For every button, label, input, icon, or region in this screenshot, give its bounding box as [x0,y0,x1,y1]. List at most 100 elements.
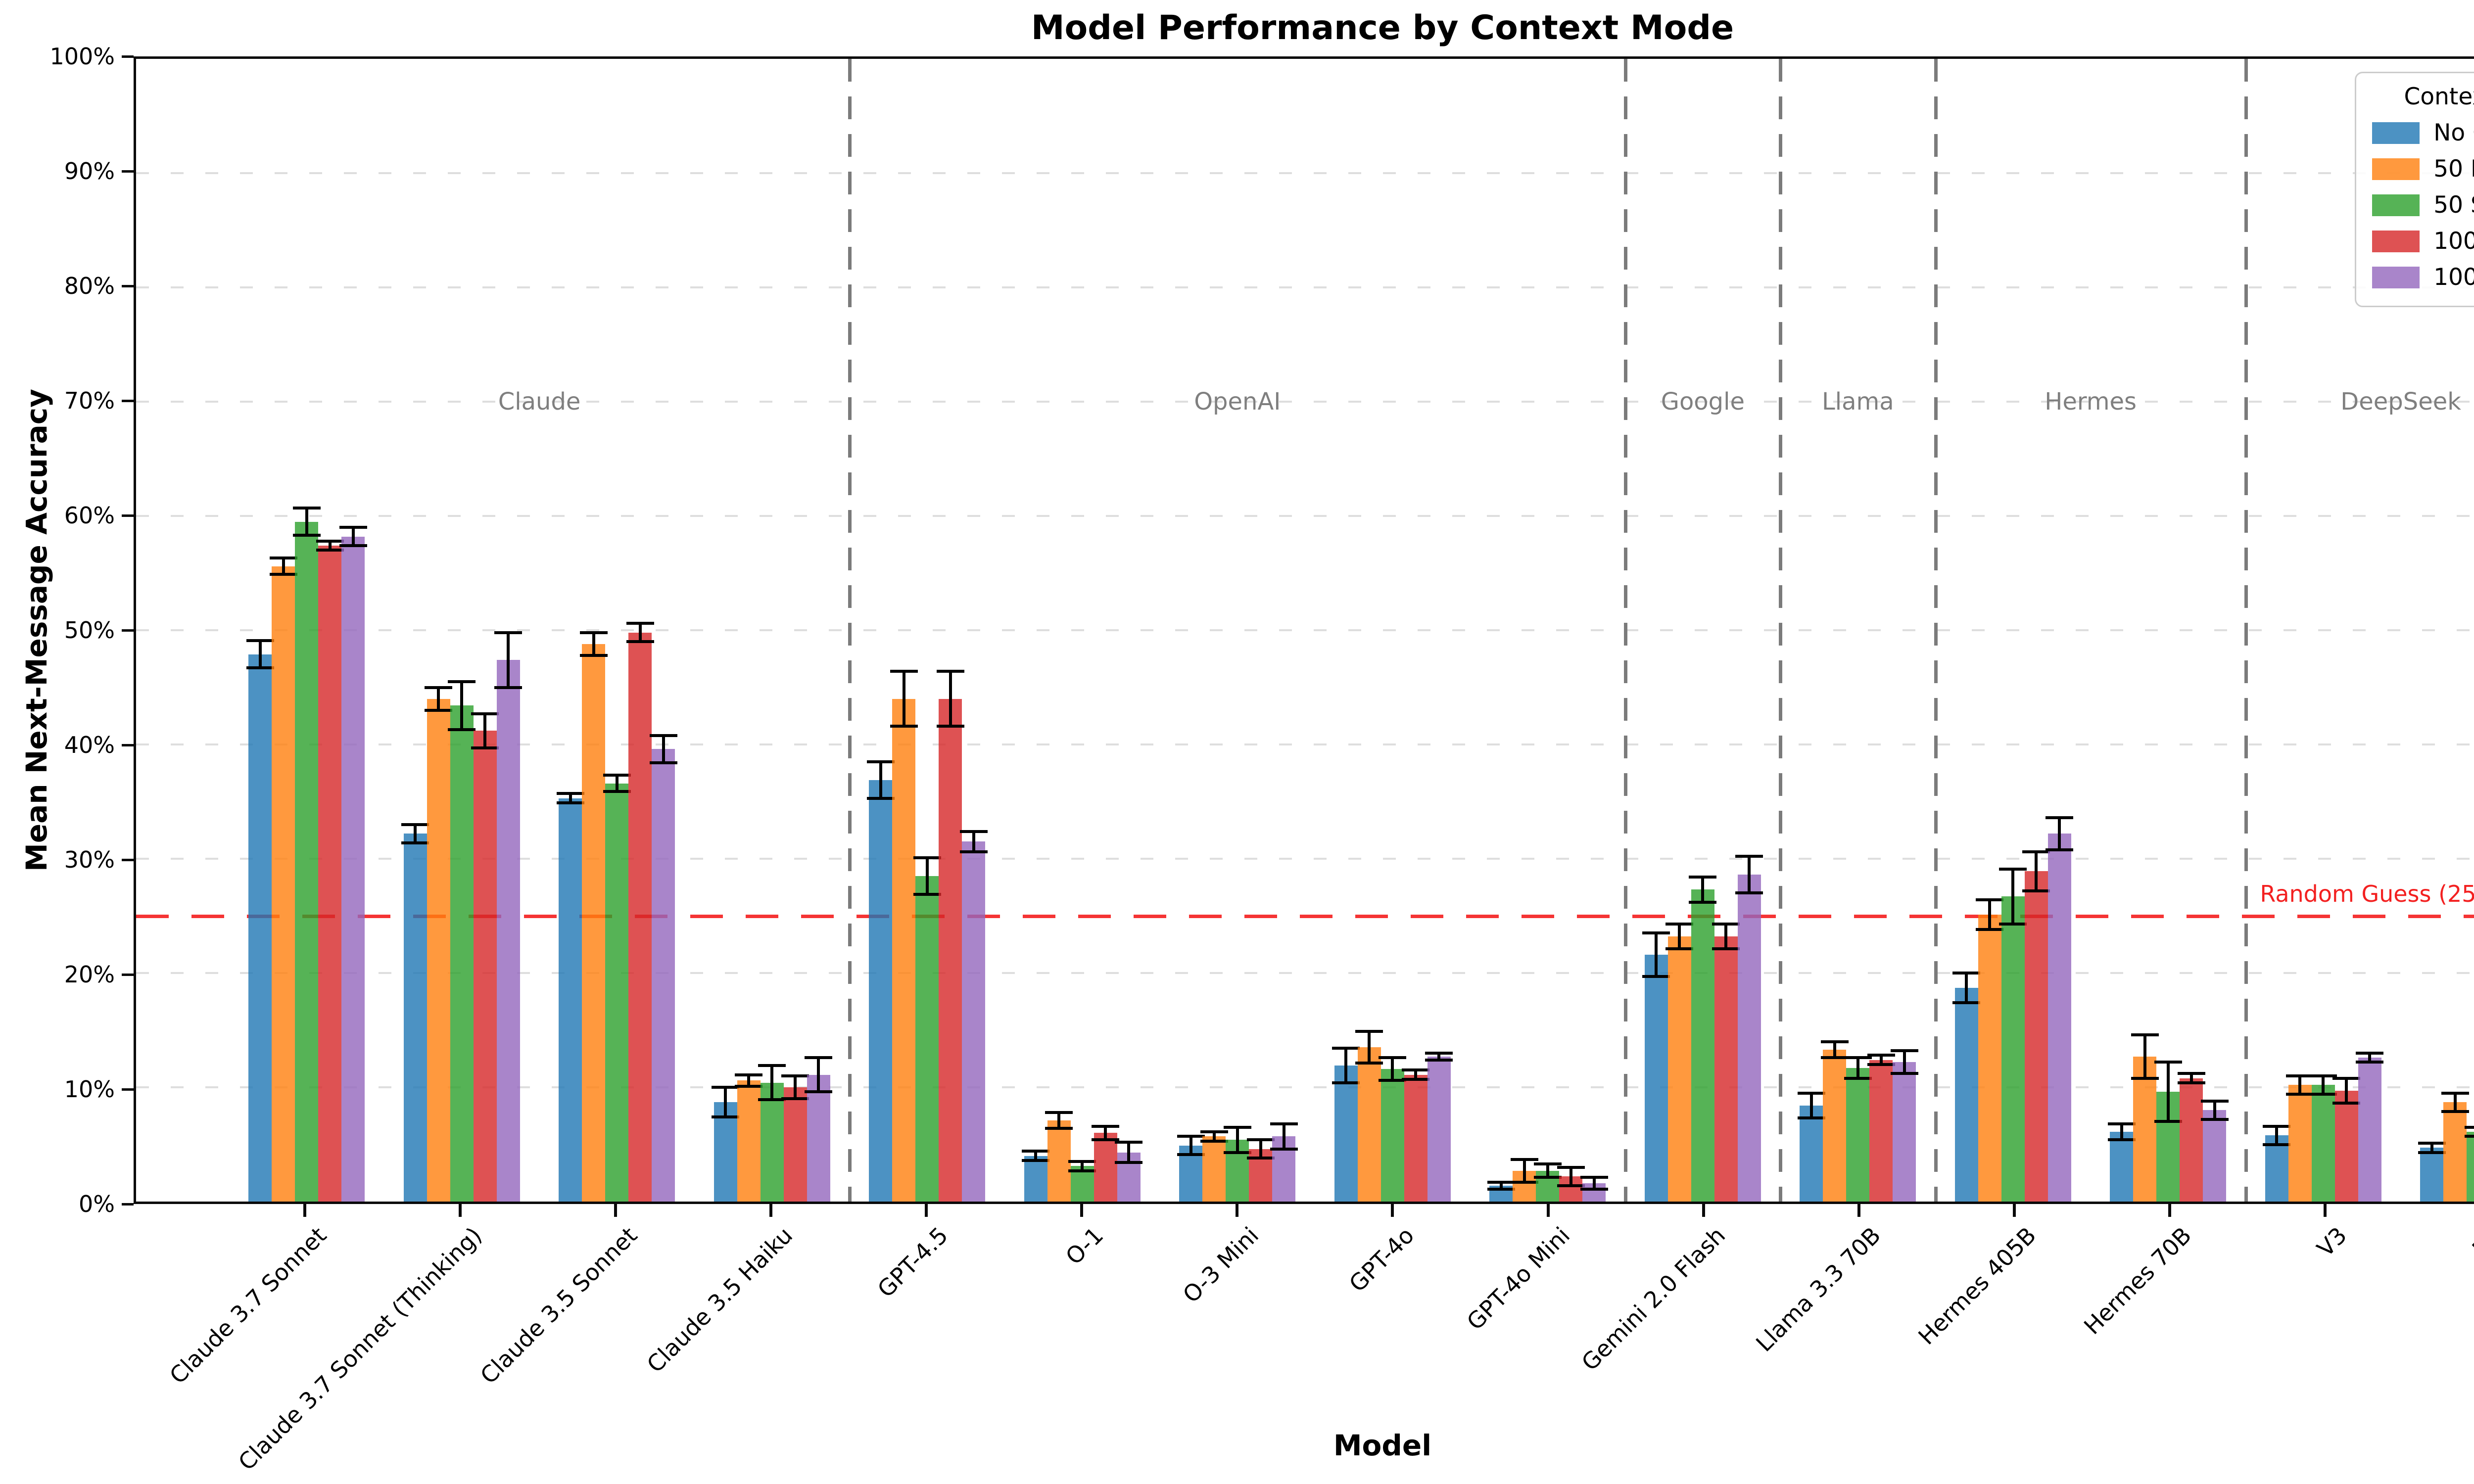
error-bar-cap [1890,1049,1918,1053]
error-bar-cap [2154,1061,2182,1064]
y-tick-mark [122,744,134,746]
error-bar [1414,1070,1418,1079]
error-bar [1678,924,1681,949]
x-tick-mark [1857,1204,1860,1217]
x-tick-label: GPT-4.5 [872,1222,953,1303]
error-bar-cap [1976,928,2004,931]
error-bar-cap [1045,1111,1073,1114]
error-bar [592,632,595,655]
error-bar [2453,1093,2457,1112]
error-bar [2298,1075,2302,1094]
error-bar-cap [316,549,344,552]
x-tick-mark [2324,1204,2327,1217]
error-bar-cap [1844,1076,1872,1080]
x-tick-mark [614,1204,617,1217]
error-bar [638,623,642,642]
error-bar-cap [1223,1125,1251,1129]
error-bar-cap [2286,1074,2314,1077]
group-divider [1934,59,1938,1202]
bar [403,834,427,1202]
error-bar-cap [1200,1139,1228,1143]
error-bar-cap [2200,1117,2229,1121]
error-bar-cap [2107,1122,2136,1125]
error-bar-cap [2418,1151,2446,1154]
bar [1714,936,1738,1202]
error-bar-cap [1246,1157,1275,1160]
error-bar-cap [649,761,677,764]
legend-item: 50 Raw [2372,155,2474,183]
legend-item: No Context [2372,119,2474,146]
bar [2311,1085,2335,1202]
error-bar-cap [2131,1076,2159,1080]
error-bar [1499,1182,1503,1189]
error-bar [569,793,572,803]
error-bar [2430,1143,2433,1153]
error-bar [2143,1034,2146,1078]
bar [427,698,450,1202]
bar [2443,1102,2467,1202]
x-tick-mark [1702,1204,1705,1217]
group-divider [1623,59,1627,1202]
error-bar-cap [556,801,584,804]
bar [1691,889,1714,1202]
error-bar-cap [1425,1051,1453,1055]
x-tick-mark [1236,1204,1239,1217]
bar [939,698,962,1202]
error-bar-cap [2177,1081,2205,1084]
y-tick-label: 100% [49,43,115,70]
group-divider [848,59,852,1202]
error-bar-cap [1068,1160,1096,1163]
y-tick-mark [122,170,134,173]
group-label: DeepSeek [2340,388,2462,416]
error-bar [2120,1123,2123,1140]
error-bar-cap [1022,1159,1050,1162]
error-bar-cap [1533,1162,1562,1165]
error-bar-cap [269,572,297,576]
legend: Context Mode No Context 50 Raw 50 Summary 1… [2355,72,2474,307]
error-bar-cap [269,556,297,560]
error-bar [1282,1123,1285,1149]
error-bar [1236,1127,1239,1153]
error-bar-cap [735,1084,763,1088]
error-bar-cap [1092,1138,1120,1142]
error-bar-cap [1379,1079,1407,1082]
bar [783,1087,807,1202]
error-bar-cap [1976,898,2004,902]
legend-item-label: 50 Summary [2433,191,2474,219]
error-bar-cap [1557,1165,1585,1169]
error-bar-cap [579,631,608,634]
bar [1024,1156,1047,1202]
x-tick-mark [769,1204,772,1217]
error-bar-cap [2046,848,2074,851]
error-bar-cap [1642,974,1670,978]
error-bar-cap [2464,1135,2474,1138]
x-tick-label: V3 [2312,1222,2352,1262]
legend-item-label: 50 Raw [2433,155,2474,183]
y-tick-mark [122,55,134,58]
error-bar [2345,1078,2348,1104]
error-bar [817,1057,820,1092]
y-tick-label: 20% [64,961,115,988]
bar [318,546,342,1202]
error-bar [2213,1101,2216,1119]
bar [341,536,365,1202]
x-tick-label: O-3 Mini [1178,1222,1264,1308]
bar [737,1080,761,1202]
error-bar-cap [1270,1122,1298,1125]
error-bar [1546,1163,1549,1178]
error-bar [1988,900,1992,930]
y-tick-label: 0% [79,1191,115,1217]
error-bar-cap [603,789,631,793]
error-bar-cap [1045,1127,1073,1130]
x-tick-label: GPT-4o Mini [1461,1222,1575,1336]
error-bar-cap [1068,1169,1096,1172]
group-label: Claude [498,388,581,416]
error-bar-cap [936,725,964,728]
error-bar [437,687,440,710]
group-label: OpenAI [1194,388,1281,416]
error-bar-cap [1999,867,2027,871]
bar [1202,1136,1226,1202]
error-bar-cap [292,506,321,510]
group-label: Google [1661,388,1745,416]
error-bar [724,1087,727,1117]
